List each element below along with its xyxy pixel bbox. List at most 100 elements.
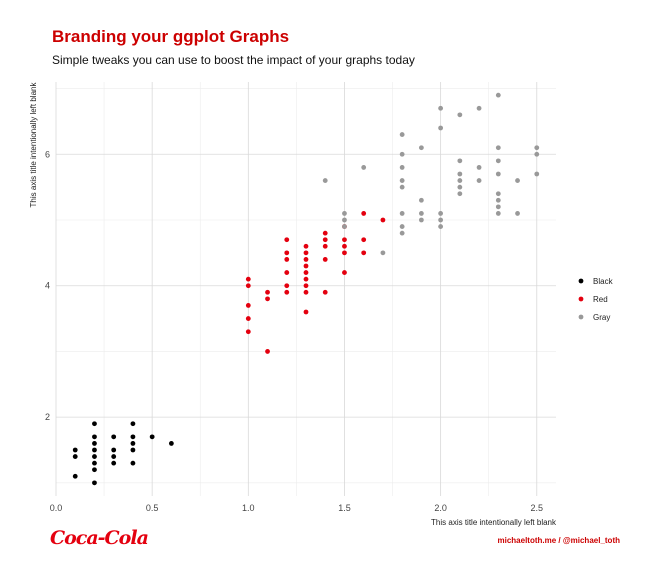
data-point-black bbox=[92, 460, 97, 466]
data-point-gray bbox=[438, 224, 444, 229]
data-point-gray bbox=[476, 165, 482, 170]
data-point-gray bbox=[515, 211, 520, 216]
data-point-red bbox=[245, 276, 251, 282]
x-tick-label: 2.0 bbox=[434, 503, 447, 513]
data-point-black bbox=[130, 421, 136, 427]
data-point-gray bbox=[457, 191, 463, 197]
data-point-red bbox=[265, 349, 270, 354]
data-point-gray bbox=[495, 92, 501, 98]
data-point-gray bbox=[418, 217, 424, 223]
data-point-black bbox=[130, 434, 136, 440]
data-point-gray bbox=[495, 211, 501, 216]
data-point-black bbox=[72, 447, 78, 453]
data-point-gray bbox=[399, 184, 405, 190]
data-point-red bbox=[380, 217, 386, 223]
data-point-gray bbox=[495, 197, 501, 203]
data-point-red bbox=[342, 250, 347, 256]
data-point-gray bbox=[438, 217, 444, 223]
data-point-gray bbox=[457, 171, 463, 177]
data-point-gray bbox=[342, 211, 347, 216]
data-point-red bbox=[245, 329, 251, 335]
data-point-gray bbox=[399, 178, 405, 183]
data-point-black bbox=[92, 421, 97, 427]
data-point-black bbox=[149, 434, 155, 440]
data-point-gray bbox=[534, 145, 540, 151]
data-point-gray bbox=[418, 211, 424, 216]
data-point-gray bbox=[438, 105, 444, 111]
data-point-black bbox=[92, 441, 97, 446]
data-point-gray bbox=[457, 178, 463, 183]
data-point-red bbox=[303, 270, 309, 275]
data-point-gray bbox=[438, 125, 444, 131]
data-point-red bbox=[322, 237, 328, 243]
data-point-gray bbox=[399, 224, 405, 229]
data-point-red bbox=[303, 309, 309, 315]
y-tick-label: 2 bbox=[45, 412, 50, 422]
legend-label-black: Black bbox=[593, 277, 614, 286]
data-point-red bbox=[361, 211, 367, 216]
data-point-gray bbox=[495, 204, 501, 210]
data-point-gray bbox=[322, 178, 328, 183]
data-point-gray bbox=[476, 105, 482, 111]
data-point-red bbox=[303, 283, 309, 289]
data-point-red bbox=[361, 250, 367, 256]
data-point-red bbox=[284, 289, 290, 295]
data-point-red bbox=[342, 243, 347, 249]
data-point-red bbox=[322, 230, 328, 236]
data-point-red bbox=[245, 283, 251, 289]
y-tick-labels: 2 4 6 bbox=[45, 149, 50, 422]
data-point-red bbox=[245, 316, 251, 321]
legend-key-black bbox=[578, 278, 584, 284]
data-point-black bbox=[92, 467, 97, 473]
data-point-gray bbox=[399, 230, 405, 236]
data-point-black bbox=[130, 460, 136, 466]
data-point-gray bbox=[495, 158, 501, 164]
data-point-black bbox=[111, 454, 117, 459]
data-point-black bbox=[92, 447, 97, 453]
y-tick-label: 6 bbox=[45, 149, 50, 159]
data-point-gray bbox=[457, 158, 463, 164]
data-point-black bbox=[111, 434, 117, 440]
data-point-black bbox=[168, 441, 174, 446]
data-point-gray bbox=[399, 132, 405, 137]
legend-label-gray: Gray bbox=[593, 313, 610, 322]
data-point-black bbox=[92, 454, 97, 459]
data-point-gray bbox=[476, 178, 482, 183]
x-axis-title: This axis title intentionally left blank bbox=[431, 518, 557, 527]
data-point-red bbox=[245, 303, 251, 308]
data-point-red bbox=[284, 270, 290, 275]
data-point-red bbox=[322, 289, 328, 295]
data-point-red bbox=[303, 276, 309, 282]
data-point-gray bbox=[399, 151, 405, 157]
data-point-red bbox=[322, 257, 328, 262]
data-point-red bbox=[284, 257, 290, 262]
data-point-black bbox=[72, 454, 78, 459]
x-tick-label: 2.5 bbox=[531, 503, 544, 513]
legend-label-red: Red bbox=[593, 295, 608, 304]
data-point-black bbox=[72, 473, 78, 479]
y-axis-title: This axis title intentionally left blank bbox=[29, 82, 38, 208]
caption: michaeltoth.me / @michael_toth bbox=[497, 536, 621, 545]
data-point-red bbox=[265, 296, 270, 302]
data-point-black bbox=[111, 460, 117, 466]
data-point-gray bbox=[380, 250, 386, 256]
data-point-gray bbox=[534, 171, 540, 177]
data-point-gray bbox=[495, 191, 501, 197]
grid-lines bbox=[55, 82, 556, 496]
data-point-gray bbox=[418, 145, 424, 151]
data-point-red bbox=[303, 257, 309, 262]
data-point-red bbox=[303, 250, 309, 256]
x-tick-label: 1.5 bbox=[338, 503, 351, 513]
data-point-gray bbox=[457, 184, 463, 190]
data-point-red bbox=[342, 270, 347, 275]
data-point-gray bbox=[515, 178, 520, 183]
data-point-gray bbox=[534, 151, 540, 157]
legend: Black Red Gray bbox=[578, 277, 614, 322]
data-point-red bbox=[361, 237, 367, 243]
data-point-gray bbox=[399, 211, 405, 216]
data-point-gray bbox=[457, 112, 463, 118]
brand-logo: Coca-Cola bbox=[50, 527, 149, 549]
data-point-red bbox=[303, 263, 309, 269]
data-point-red bbox=[284, 250, 290, 256]
